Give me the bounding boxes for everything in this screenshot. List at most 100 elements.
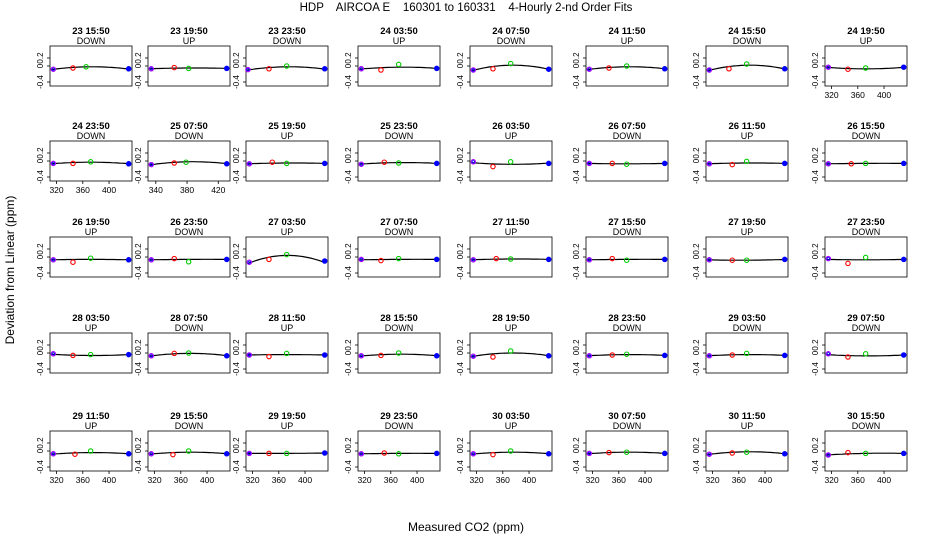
data-point (545, 160, 552, 167)
y-tick-label: -0.4 (811, 362, 820, 376)
panel-frame (49, 236, 133, 278)
fit-curve (471, 64, 551, 72)
data-point (586, 257, 593, 263)
data-point-overlay (359, 67, 363, 71)
panel-direction-label: DOWN (175, 227, 204, 237)
panel-direction-label: DOWN (852, 323, 881, 333)
panel-title: 26 15:50 (847, 121, 885, 132)
data-point (87, 255, 94, 261)
y-tick-label: -0.4 (232, 75, 241, 89)
data-point (246, 259, 253, 265)
data-point (70, 352, 76, 359)
data-point-overlay (51, 67, 55, 71)
data-point-overlay (587, 354, 591, 358)
data-point (862, 254, 869, 261)
data-point (545, 66, 552, 72)
data-point (87, 351, 94, 358)
panel-direction-label: UP (505, 227, 518, 237)
data-point (50, 451, 57, 457)
fit-curve (359, 258, 438, 261)
data-point (825, 64, 832, 70)
data-point-overlay (826, 162, 830, 166)
y-tick-label: 0 (572, 63, 581, 68)
x-tick-label: 400 (410, 475, 424, 485)
x-tick-label: 320 (49, 475, 63, 485)
panel-frame (357, 430, 441, 472)
data-point (72, 451, 78, 457)
y-tick-label: 0 (572, 448, 581, 453)
data-point-overlay (826, 352, 830, 356)
fit-curve (149, 451, 229, 455)
data-point (661, 256, 668, 263)
data-point-overlay (149, 354, 153, 358)
panel-direction-label: DOWN (385, 323, 414, 333)
data-point (729, 352, 735, 358)
data-point (321, 352, 328, 358)
y-tick-label: 0.2 (692, 243, 701, 255)
data-point (246, 161, 253, 167)
data-point (125, 451, 132, 457)
data-point (706, 67, 713, 73)
data-point-overlay (707, 258, 711, 262)
data-point-overlay (587, 161, 591, 165)
y-tick-label: 0.2 (456, 52, 465, 64)
data-point-overlay (587, 451, 591, 455)
x-tick-label: 400 (877, 90, 891, 100)
x-tick-label: 360 (851, 90, 865, 100)
data-point (283, 350, 290, 357)
panel-frame (705, 236, 789, 278)
data-point (623, 257, 630, 263)
panel-direction-label: UP (505, 131, 518, 141)
panel-frame (824, 332, 908, 374)
panel-direction-label: UP (741, 421, 754, 431)
data-point (825, 351, 832, 357)
panel-title: 28 15:50 (380, 313, 418, 324)
x-tick-label: 400 (200, 475, 214, 485)
y-tick-label: -0.4 (232, 170, 241, 184)
y-tick-label: 0.2 (134, 147, 143, 159)
data-point (148, 161, 155, 168)
data-point (269, 159, 275, 165)
data-point (845, 66, 851, 72)
panel-title: 29 07:50 (847, 313, 885, 324)
y-tick-label: 0 (692, 63, 701, 68)
fit-curve (587, 258, 666, 261)
fit-curve (826, 162, 905, 165)
data-point (171, 64, 177, 71)
panel-direction-label: UP (393, 36, 406, 46)
panel-title: 23 15:50 (72, 26, 110, 37)
fit-curve (471, 451, 551, 455)
y-tick-label: -0.4 (344, 170, 353, 184)
data-point (185, 259, 192, 265)
panel-title: 29 23:50 (380, 411, 418, 422)
data-point (395, 255, 402, 262)
panel-frame (469, 430, 553, 472)
fit-curve (826, 452, 906, 456)
data-point (171, 255, 177, 262)
y-tick-label: 0 (344, 63, 353, 68)
y-tick-label: 0 (692, 254, 701, 259)
y-tick-label: 0.2 (232, 147, 241, 159)
y-tick-label: -0.4 (692, 362, 701, 376)
data-point (743, 158, 750, 165)
fit-curve (247, 162, 327, 165)
x-tick-label: 360 (384, 475, 398, 485)
y-tick-label: -0.4 (134, 362, 143, 376)
data-point (223, 353, 230, 359)
y-tick-label: 0.2 (344, 243, 353, 255)
panel-title: 30 07:50 (608, 411, 646, 422)
panel-frame (585, 430, 669, 472)
data-point (545, 451, 552, 457)
figure-title: HDP AIRCOA E 160301 to 160331 4-Hourly 2… (300, 2, 633, 14)
panel-title: 26 23:50 (170, 217, 208, 228)
data-point (321, 450, 328, 456)
data-point-overlay (587, 258, 591, 262)
